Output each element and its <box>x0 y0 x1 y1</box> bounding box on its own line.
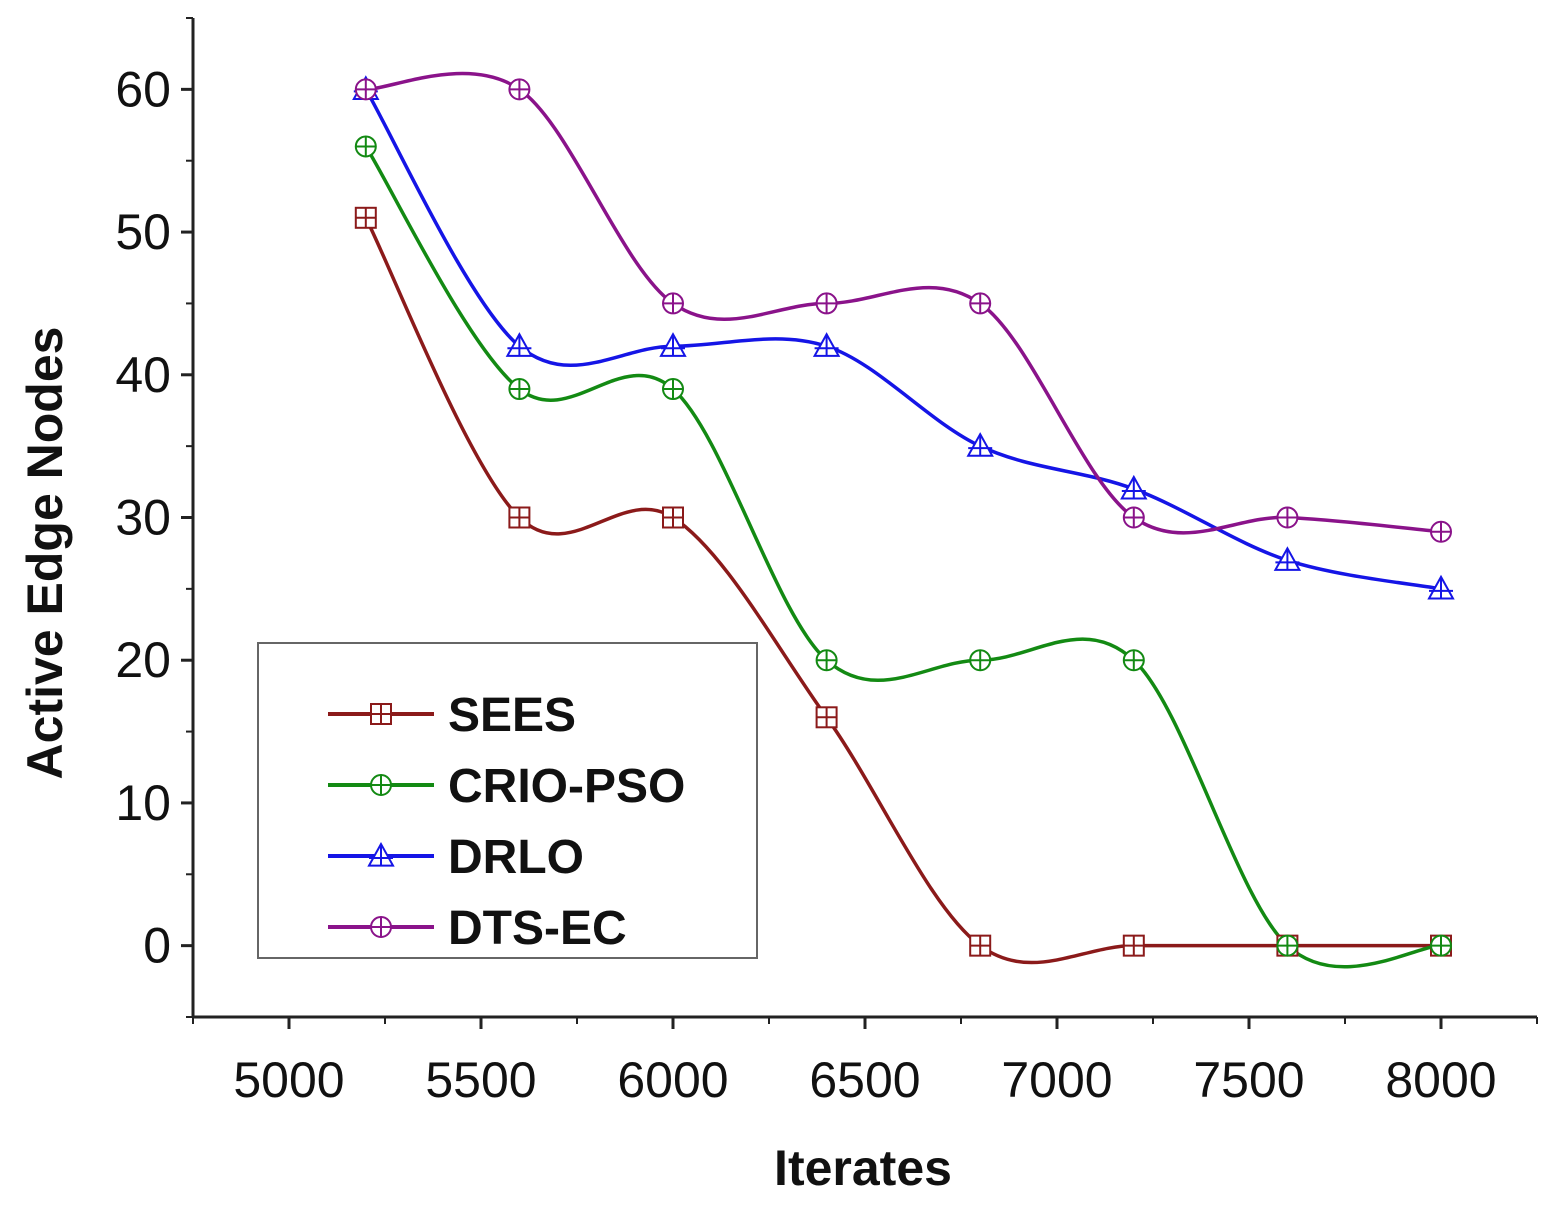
data-point-drlo <box>1427 574 1455 600</box>
y-tick-label: 50 <box>115 204 171 260</box>
x-tick-label: 8000 <box>1385 1052 1496 1108</box>
data-point-dts-ec <box>1430 520 1452 543</box>
y-tick-label: 60 <box>115 61 171 117</box>
data-point-sees <box>815 706 838 729</box>
y-tick-label: 30 <box>115 490 171 546</box>
data-point-dts-ec <box>969 292 992 315</box>
x-tick-label: 7000 <box>1001 1052 1112 1108</box>
data-point-drlo <box>812 332 841 357</box>
legend-label-crio-pso: CRIO-PSO <box>448 760 685 813</box>
axes: 0 10 20 30 40 50 60 5000 5500 6000 6500 7000 7500 800… <box>115 17 1538 1108</box>
data-point-crio-pso <box>508 378 531 401</box>
data-point-drlo <box>505 332 534 357</box>
plot-area <box>352 71 1455 969</box>
legend-marker-crio-pso <box>370 774 392 796</box>
data-point-dts-ec <box>1122 506 1145 529</box>
x-tick-label: 7500 <box>1193 1052 1304 1108</box>
data-point-crio-pso <box>1430 934 1452 957</box>
data-point-sees <box>969 934 992 957</box>
data-point-dts-ec <box>508 78 531 101</box>
data-point-crio-pso <box>1122 649 1145 672</box>
data-point-dts-ec <box>662 292 684 315</box>
legend-label-sees: SEES <box>448 689 576 742</box>
data-point-sees <box>662 506 684 529</box>
x-tick-label: 6500 <box>809 1052 920 1108</box>
data-point-crio-pso <box>662 378 684 401</box>
y-axis-title: Active Edge Nodes <box>17 327 73 780</box>
data-point-crio-pso <box>815 649 838 672</box>
data-point-drlo <box>1120 474 1148 500</box>
data-point-sees <box>508 506 531 529</box>
legend-marker-drlo <box>367 841 395 867</box>
data-point-sees <box>354 206 377 229</box>
data-point-dts-ec <box>1276 506 1299 529</box>
x-axis-title: Iterates <box>774 1140 952 1196</box>
y-tick-label: 10 <box>115 775 171 831</box>
data-point-crio-pso <box>354 135 377 158</box>
y-tick-label: 40 <box>115 347 171 403</box>
y-tick-label: 0 <box>143 918 171 974</box>
data-point-drlo <box>1273 546 1302 571</box>
data-point-drlo <box>966 432 994 457</box>
data-point-dts-ec <box>815 292 838 315</box>
y-tick-label: 20 <box>115 632 171 688</box>
data-point-crio-pso <box>1276 934 1299 957</box>
legend-label-drlo: DRLO <box>448 831 584 884</box>
legend-box <box>257 642 758 959</box>
data-point-drlo <box>659 332 687 357</box>
data-point-sees <box>1122 934 1145 957</box>
legend-marker-sees <box>370 703 392 725</box>
data-point-crio-pso <box>969 649 992 672</box>
x-tick-label: 6000 <box>617 1052 728 1108</box>
data-point-dts-ec <box>354 78 377 101</box>
x-tick-label: 5500 <box>425 1052 536 1108</box>
x-tick-label: 5000 <box>233 1052 344 1108</box>
legend-marker-dts-ec <box>370 916 392 938</box>
series-line-dts-ec <box>365 71 1442 535</box>
legend: SEES CRIO-PSO DRLO DTS-EC <box>257 642 758 959</box>
legend-label-dts-ec: DTS-EC <box>448 902 627 955</box>
